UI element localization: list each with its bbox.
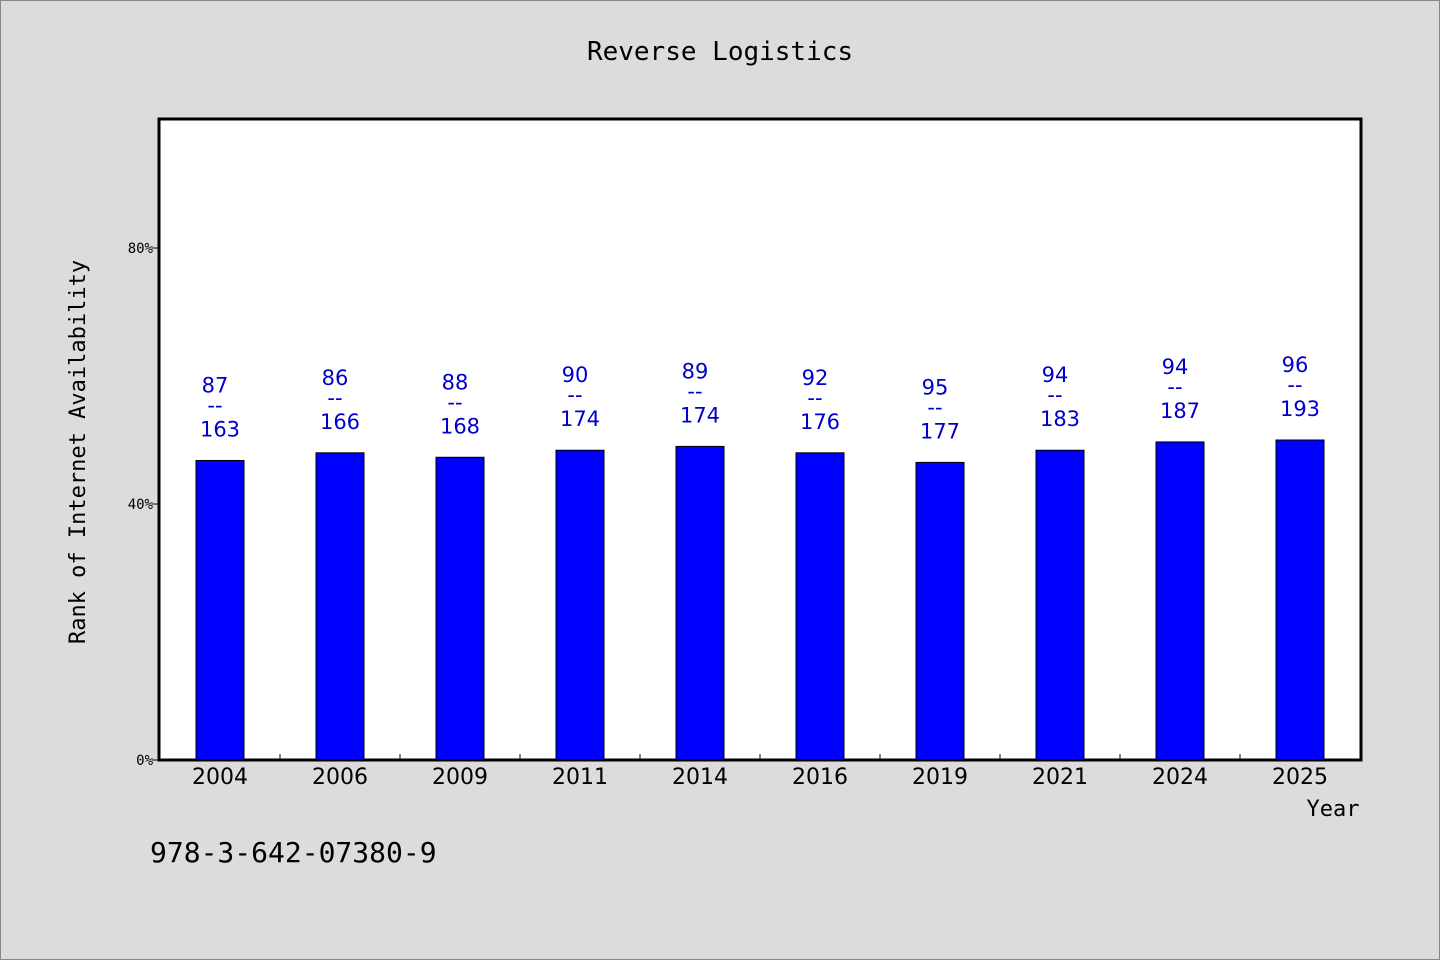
data-label-top: 87	[202, 373, 229, 397]
x-tick-label: 2009	[432, 765, 488, 790]
data-label-bottom: 193	[1280, 397, 1320, 421]
data-label-sep: --	[1047, 383, 1062, 407]
data-label-top: 86	[322, 366, 349, 390]
data-label-top: 88	[442, 370, 469, 394]
x-tick-label: 2011	[552, 765, 608, 790]
x-tick-label: 2021	[1032, 765, 1088, 790]
data-label-top: 95	[922, 375, 949, 399]
bar	[435, 456, 485, 761]
data-label-top: 92	[802, 366, 829, 390]
data-label-sep: --	[687, 379, 702, 403]
data-label-sep: --	[927, 395, 942, 419]
x-tick-label: 2004	[192, 765, 248, 790]
data-label-sep: --	[447, 390, 462, 414]
data-label-top: 94	[1042, 363, 1069, 387]
data-label-bottom: 168	[440, 414, 480, 438]
y-tick-label: 40%	[128, 497, 154, 513]
x-axis-ticks: 2004 2006 2009 2011 2014 2016 2019 2021 2024 2025	[192, 754, 1328, 790]
bar	[795, 452, 845, 761]
x-tick-label: 2019	[912, 765, 968, 790]
bar	[195, 459, 245, 761]
x-tick-label: 2006	[312, 765, 368, 790]
footer-isbn: 978-3-642-07380-9	[150, 836, 437, 869]
x-tick-label: 2024	[1152, 765, 1208, 790]
data-label-sep: --	[327, 386, 342, 410]
data-label-sep: --	[1167, 375, 1182, 399]
bar	[555, 449, 605, 761]
x-axis-label: Year	[1307, 797, 1360, 822]
data-label-bottom: 174	[560, 407, 600, 431]
data-label-top: 89	[682, 359, 709, 383]
bar	[315, 452, 365, 761]
x-tick-label: 2014	[672, 765, 728, 790]
data-label-sep: --	[567, 383, 582, 407]
data-label-bottom: 177	[920, 419, 960, 443]
x-tick-label: 2025	[1272, 765, 1328, 790]
chart-title: Reverse Logistics	[587, 37, 853, 67]
bars-group: 87--16386--16688--16890--17489--17492--1…	[195, 353, 1325, 761]
data-label-bottom: 174	[680, 403, 720, 427]
bar	[1275, 439, 1325, 761]
data-label-bottom: 183	[1040, 407, 1080, 431]
y-tick-label: 80%	[128, 241, 154, 257]
data-label-sep: --	[1287, 373, 1302, 397]
data-label-sep: --	[207, 393, 222, 417]
bar	[1155, 441, 1205, 761]
data-label-top: 96	[1282, 353, 1309, 377]
bar	[675, 445, 725, 761]
bar	[915, 461, 965, 761]
data-label-bottom: 166	[320, 410, 360, 434]
data-label-sep: --	[807, 386, 822, 410]
data-label-bottom: 163	[200, 417, 240, 441]
y-axis-label: Rank of Internet Availability	[66, 260, 91, 644]
data-label-bottom: 176	[800, 410, 840, 434]
x-tick-label: 2016	[792, 765, 848, 790]
data-label-bottom: 187	[1160, 399, 1200, 423]
data-label-top: 90	[562, 363, 589, 387]
bar	[1035, 449, 1085, 761]
y-tick-label: 0%	[136, 753, 153, 769]
y-axis-ticks: 0% 40% 80%	[128, 241, 160, 769]
data-label-top: 94	[1162, 355, 1189, 379]
